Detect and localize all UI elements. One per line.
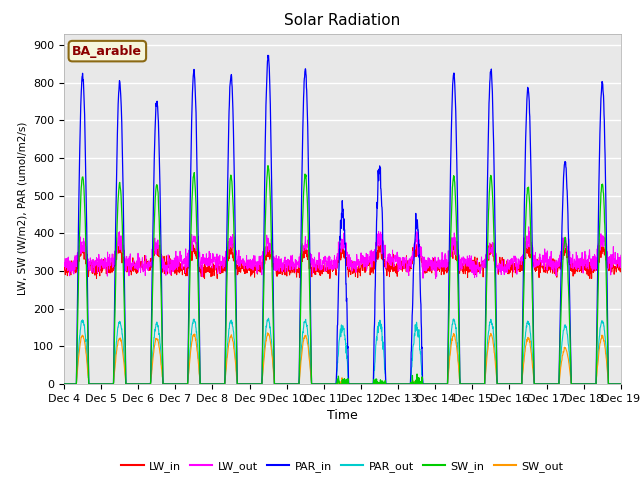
LW_in [617, 257, 625, 263]
SW_in [216, 381, 223, 387]
PAR_in [264, 52, 272, 58]
SW_out [568, 381, 575, 387]
Legend: LW_in, LW_out, PAR_in, PAR_out, SW_in, SW_out: LW_in, LW_out, PAR_in, PAR_out, SW_in, S… [117, 457, 568, 477]
SW_in [504, 381, 512, 387]
PAR_in [60, 381, 68, 387]
LW_out [371, 249, 378, 254]
PAR_out [216, 381, 223, 387]
PAR_out [568, 381, 575, 387]
Line: PAR_in: PAR_in [64, 55, 621, 384]
LW_out [617, 252, 625, 258]
PAR_out [504, 381, 512, 387]
LW_in [505, 261, 513, 266]
SW_in [568, 381, 575, 387]
LW_in [216, 264, 223, 270]
SW_out [617, 381, 625, 387]
LW_in [359, 261, 367, 267]
LW_in [371, 254, 379, 260]
PAR_in [216, 381, 223, 387]
LW_in [584, 263, 591, 269]
LW_out [60, 256, 68, 262]
LW_out [216, 255, 223, 261]
X-axis label: Time: Time [327, 409, 358, 422]
SW_out [371, 381, 379, 386]
LW_out [432, 276, 440, 281]
PAR_in [371, 312, 379, 317]
Line: SW_out: SW_out [64, 333, 621, 384]
SW_in [584, 381, 591, 387]
PAR_in [504, 381, 512, 387]
PAR_out [617, 381, 625, 387]
SW_in [359, 381, 367, 387]
LW_in [60, 267, 68, 273]
LW_out [525, 224, 532, 229]
SW_in [617, 381, 625, 387]
Title: Solar Radiation: Solar Radiation [284, 13, 401, 28]
Y-axis label: LW, SW (W/m2), PAR (umol/m2/s): LW, SW (W/m2), PAR (umol/m2/s) [17, 122, 28, 296]
LW_out [584, 262, 591, 267]
LW_out [358, 259, 366, 265]
Line: LW_in: LW_in [64, 241, 621, 278]
PAR_in [617, 381, 625, 387]
SW_out [584, 381, 591, 387]
Line: LW_out: LW_out [64, 227, 621, 278]
LW_out [504, 261, 512, 267]
SW_out [504, 381, 512, 387]
SW_in [371, 378, 379, 384]
PAR_in [568, 381, 575, 387]
PAR_out [371, 361, 379, 367]
SW_in [264, 163, 272, 168]
SW_in [60, 381, 68, 387]
PAR_in [359, 381, 367, 387]
PAR_out [359, 381, 367, 387]
PAR_out [265, 315, 273, 321]
LW_in [226, 238, 234, 244]
Text: BA_arable: BA_arable [72, 45, 142, 58]
PAR_in [584, 381, 591, 387]
LW_in [568, 262, 576, 267]
SW_out [359, 381, 367, 387]
LW_out [568, 260, 576, 266]
Line: SW_in: SW_in [64, 166, 621, 384]
PAR_out [60, 381, 68, 387]
SW_out [264, 330, 271, 336]
SW_out [216, 381, 223, 387]
PAR_out [584, 381, 591, 387]
LW_in [93, 276, 100, 281]
Line: PAR_out: PAR_out [64, 318, 621, 384]
SW_out [60, 381, 68, 387]
